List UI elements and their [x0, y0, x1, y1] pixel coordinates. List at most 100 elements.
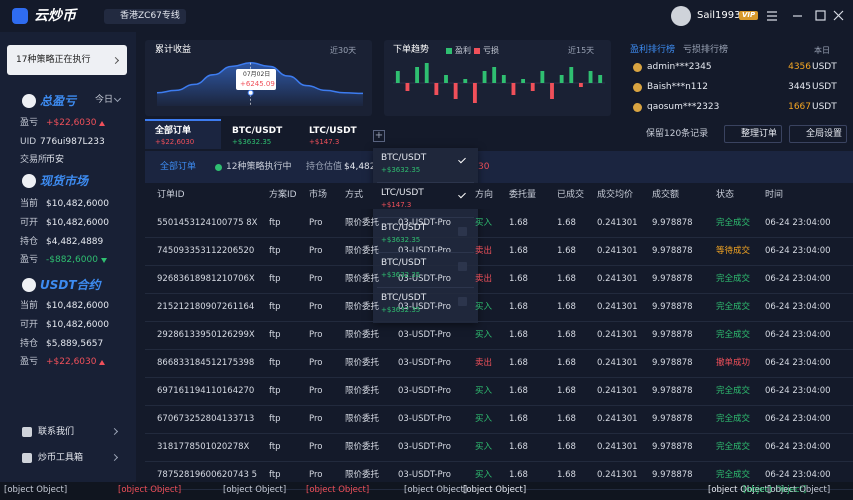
- section-icon: [22, 94, 36, 108]
- username[interactable]: Sail1993: [697, 11, 740, 21]
- row-value: 币安: [46, 156, 64, 165]
- table-cell: Pro: [309, 219, 323, 228]
- row-label: 可开: [20, 321, 38, 330]
- ranking-tab[interactable]: 盈利排行榜: [630, 46, 675, 55]
- tab-value[interactable]: +$3632.35: [232, 139, 271, 146]
- filter-all[interactable]: 全部订单: [160, 163, 196, 172]
- section-title: 总盈亏: [40, 95, 76, 107]
- table-cell: 1.68: [557, 387, 576, 396]
- rank-unit: USDT: [812, 103, 837, 112]
- table-cell: 9.978878: [652, 219, 693, 228]
- sidebar-link[interactable]: 炒币工具箱: [38, 454, 83, 463]
- table-cell: 03-USDT-Pro: [398, 387, 451, 396]
- organize-label[interactable]: 整理订单: [741, 130, 777, 139]
- table-cell: 670673252804133713: [157, 415, 254, 424]
- table-cell: 9.978878: [652, 331, 693, 340]
- tab-value[interactable]: +$22,6030: [155, 139, 194, 146]
- trend-bar: [473, 83, 477, 103]
- table-cell: 0.241301: [597, 219, 638, 228]
- table-cell: 1.68: [557, 443, 576, 452]
- table-cell: 卖出: [475, 359, 492, 368]
- table-cell: 06-24 23:04:00: [765, 471, 831, 480]
- dropdown-item-value[interactable]: +$3632.35: [381, 237, 420, 244]
- status-item: [object Object]: [118, 486, 181, 495]
- trend-chart: [393, 60, 605, 106]
- running-label[interactable]: 17种策略正在执行: [16, 56, 90, 65]
- dropdown-item-name[interactable]: LTC/USDT: [381, 189, 424, 198]
- table-cell: Pro: [309, 471, 323, 480]
- trend-bar: [550, 83, 554, 99]
- table-cell: 0.241301: [597, 275, 638, 284]
- trend-bar: [483, 71, 487, 83]
- table-cell: 1.68: [557, 415, 576, 424]
- status-item: [object Object]: [463, 486, 526, 495]
- dropdown-item-value[interactable]: +$147.3: [381, 202, 411, 209]
- link-icon: [22, 453, 32, 463]
- table-cell: Pro: [309, 303, 323, 312]
- window-controls[interactable]: [765, 9, 845, 23]
- period-select[interactable]: 近30天: [330, 47, 356, 55]
- tab-name[interactable]: 全部订单: [155, 127, 191, 136]
- table-cell: 03-USDT-Pro: [398, 415, 451, 424]
- section-title: 现货市场: [40, 175, 88, 187]
- sidebar-link[interactable]: 联系我们: [38, 428, 74, 437]
- column-header: 方案ID: [269, 191, 297, 200]
- medal: [633, 63, 642, 72]
- ranking-tab[interactable]: 亏损排行榜: [683, 46, 728, 55]
- table-cell: ftp: [269, 359, 281, 368]
- row-value: $10,482,6000: [46, 200, 109, 209]
- table-cell: 29286133950126299X: [157, 331, 255, 340]
- avatar[interactable]: [671, 6, 691, 26]
- table-cell: ftp: [269, 247, 281, 256]
- table-cell: 745093353112206520: [157, 247, 254, 256]
- table-cell: 1.68: [557, 219, 576, 228]
- rank-name: Baish***n112: [647, 83, 708, 92]
- column-header: 成交均价: [597, 191, 633, 200]
- rank-name: admin***2345: [647, 63, 712, 72]
- checkbox: [458, 297, 467, 306]
- table-cell: 1.68: [509, 303, 528, 312]
- trend-bar: [589, 71, 593, 83]
- table-cell: 买入: [475, 415, 492, 424]
- tab-name[interactable]: LTC/USDT: [309, 127, 357, 136]
- trend-bar: [396, 71, 400, 83]
- table-cell: 完全成交: [716, 443, 750, 452]
- trend-bar: [425, 63, 429, 83]
- dropdown-item-name[interactable]: BTC/USDT: [381, 154, 426, 163]
- table-cell: 买入: [475, 219, 492, 228]
- row-divider: [145, 237, 853, 238]
- panel-title: 下单趋势: [393, 46, 429, 55]
- table-cell: 1.68: [557, 471, 576, 480]
- table-cell: 3181778501020278X: [157, 443, 249, 452]
- tab-name[interactable]: BTC/USDT: [232, 127, 282, 136]
- dropdown-item-value[interactable]: +$3632.35: [381, 307, 420, 314]
- add-tab[interactable]: +: [373, 130, 385, 142]
- table-cell: 限价委托: [345, 331, 379, 340]
- table-cell: 866833184512175398: [157, 359, 254, 368]
- row-divider: [145, 321, 853, 322]
- server-line[interactable]: 香港ZC67专线: [104, 9, 186, 24]
- dropdown-item-name[interactable]: BTC/USDT: [381, 224, 426, 233]
- settings-label[interactable]: 全局设置: [806, 130, 842, 139]
- table-cell: Pro: [309, 387, 323, 396]
- tab-value[interactable]: +$147.3: [309, 139, 339, 146]
- period-select[interactable]: 本日: [814, 47, 830, 55]
- period-select[interactable]: 近15天: [568, 47, 594, 55]
- dropdown-item-name[interactable]: BTC/USDT: [381, 294, 426, 303]
- status-item: [object Object]: [223, 486, 286, 495]
- dropdown-item-value[interactable]: +$3632.35: [381, 272, 420, 279]
- table-cell: 697161194110164270: [157, 387, 254, 396]
- period-select[interactable]: 今日: [95, 96, 113, 105]
- table-cell: 06-24 23:04:00: [765, 247, 831, 256]
- table-cell: 215212180907261164: [157, 303, 254, 312]
- table-cell: ftp: [269, 303, 281, 312]
- table-cell: 1.68: [509, 471, 528, 480]
- trend-bar: [512, 83, 516, 95]
- legend-label: 盈利: [455, 47, 471, 55]
- medal: [633, 103, 642, 112]
- row-label: 交易所: [20, 156, 47, 165]
- dropdown-item-name[interactable]: BTC/USDT: [381, 259, 426, 268]
- table-cell: ftp: [269, 443, 281, 452]
- dropdown-item-value[interactable]: +$3632.35: [381, 167, 420, 174]
- row-value: +$22,6030: [46, 358, 96, 367]
